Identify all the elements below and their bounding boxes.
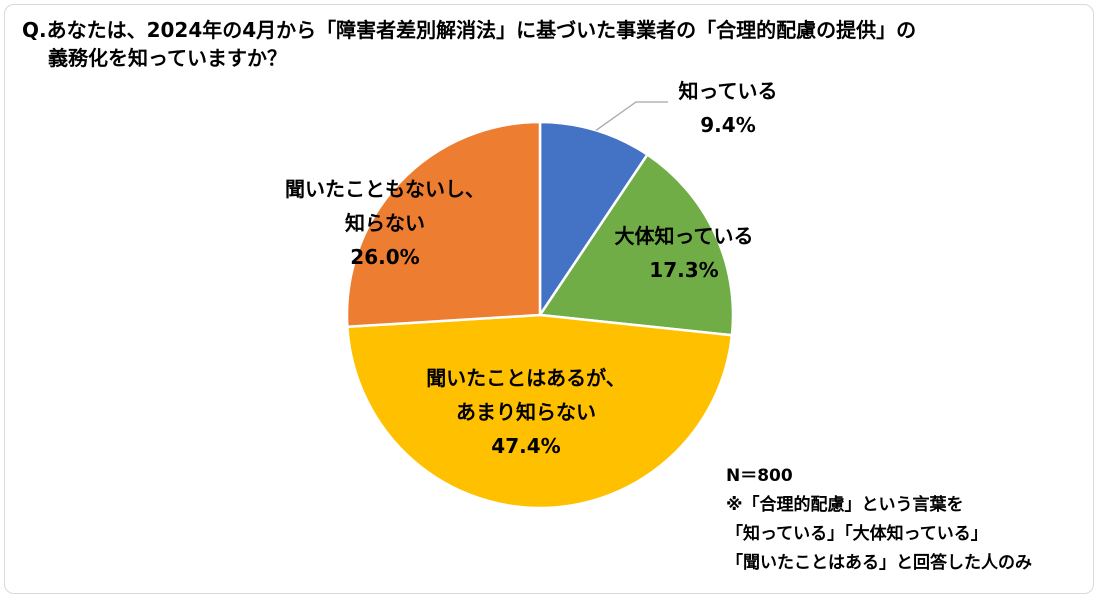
pie-slice-3 [346,313,734,510]
slice-category-label-1: 知っている [679,79,778,103]
sample-note: N＝800 ※「合理的配慮」という言葉を 「知っている」「大体知っている」 「聞… [726,462,1032,578]
pie-slice-1 [538,120,650,320]
pie-slice-4 [345,120,542,329]
note-line-3: 「聞いたことはある」と回答した人のみ [726,553,1032,573]
slice-category-label-3: 聞いたことはあるが、 [426,366,626,390]
slice-category-label-4: 聞いたこともないし、 [285,177,485,201]
slice-value-label-1: 9.4% [700,113,755,137]
note-line-2: 「知っている」「大体知っている」 [726,524,988,544]
pie-slice-2 [537,152,735,337]
chart-title: Q.あなたは、2024年の4月から「障害者差別解消法」に基づいた事業者の「合理的… [22,16,1072,72]
title-line-2: 義務化を知っていますか？ [48,46,287,70]
sample-size: N＝800 [726,466,793,486]
leader-line-1 [595,101,668,131]
note-line-1: ※「合理的配慮」という言葉を [726,495,964,515]
slice-value-label-2: 17.3% [649,258,718,282]
slice-category-label-4: 知らない [345,211,425,235]
slice-category-label-2: 大体知っている [615,224,754,248]
slice-value-label-4: 26.0% [350,245,419,269]
slice-category-label-3: あまり知らない [456,400,596,424]
slice-value-label-3: 47.4% [491,434,560,458]
title-line-1: Q.あなたは、2024年の4月から「障害者差別解消法」に基づいた事業者の「合理的… [22,18,917,42]
